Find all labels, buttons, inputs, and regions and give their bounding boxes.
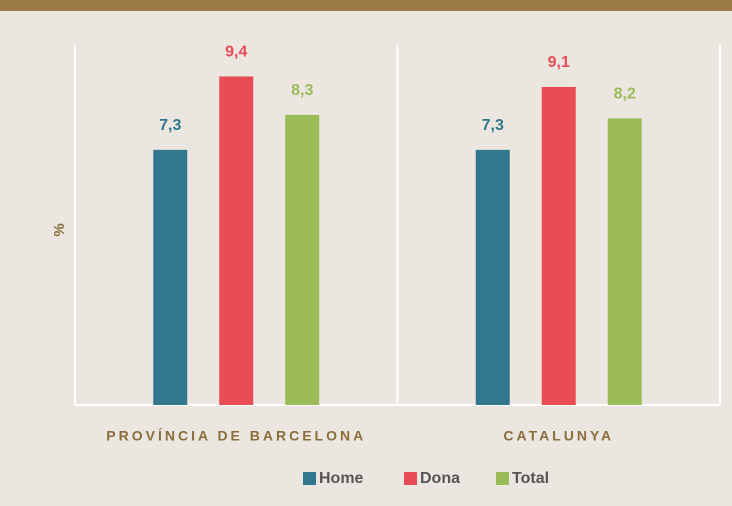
legend-label: Dona xyxy=(420,470,460,487)
y-axis-label: % xyxy=(51,223,68,236)
legend-label: Home xyxy=(319,470,364,487)
data-label: 8,2 xyxy=(614,86,636,103)
bar xyxy=(285,114,320,405)
legend-swatch xyxy=(404,472,417,485)
legend-swatch xyxy=(303,472,316,485)
bar xyxy=(153,149,188,405)
bar xyxy=(607,118,642,405)
top-band xyxy=(0,0,732,11)
bar xyxy=(541,86,576,406)
x-tick-label: PROVÍNCIA DE BARCELONA xyxy=(106,428,366,444)
legend-label: Total xyxy=(512,470,549,487)
bar xyxy=(219,76,254,406)
data-label: 7,3 xyxy=(482,117,504,134)
data-label: 9,4 xyxy=(225,44,247,61)
legend-swatch xyxy=(496,472,509,485)
data-label: 8,3 xyxy=(291,82,313,99)
data-label: 9,1 xyxy=(548,54,570,71)
bar xyxy=(475,149,510,405)
x-tick-label: CATALUNYA xyxy=(503,428,614,444)
data-label: 7,3 xyxy=(159,117,181,134)
